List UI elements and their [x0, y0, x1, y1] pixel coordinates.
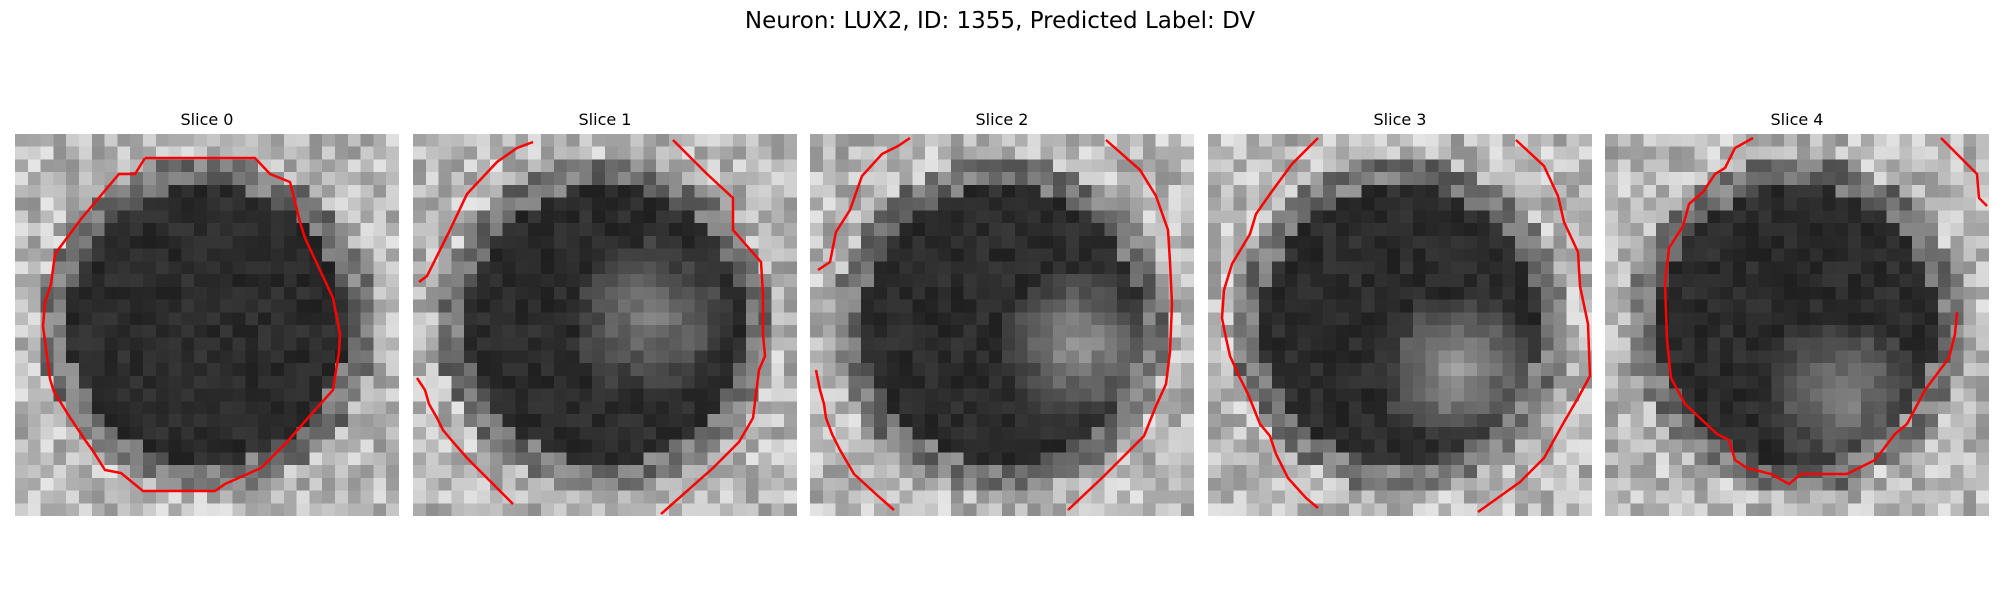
contour-line: [817, 136, 911, 272]
microscopy-image: [1605, 134, 1989, 516]
slice-panel-2: Slice 2: [810, 110, 1194, 516]
slice-panel-0: Slice 0: [15, 110, 399, 516]
contour-line: [1663, 136, 1959, 486]
contour-line: [41, 156, 342, 493]
microscopy-image: [1208, 134, 1592, 516]
slice-panel-3: Slice 3: [1208, 110, 1592, 516]
contour-line: [814, 369, 895, 511]
slice-image: [413, 134, 797, 516]
slice-title: Slice 0: [180, 110, 234, 129]
contour-line: [1477, 139, 1592, 514]
slice-image: [1605, 134, 1989, 516]
microscopy-image: [15, 134, 399, 516]
slice-title: Slice 3: [1373, 110, 1427, 129]
contour-line: [1220, 137, 1319, 509]
slice-image: [810, 134, 1194, 516]
cell-contour: [1220, 137, 1592, 514]
contour-line: [415, 377, 514, 505]
slice-panel-1: Slice 1: [413, 110, 797, 516]
microscopy-image: [810, 134, 1194, 516]
figure-title: Neuron: LUX2, ID: 1355, Predicted Label:…: [744, 8, 1256, 34]
slice-panel-4: Slice 4: [1605, 110, 1989, 516]
contour-line: [1067, 139, 1174, 511]
cell-contour: [415, 139, 767, 515]
cell-contour: [1663, 136, 1988, 486]
slice-image: [1208, 134, 1592, 516]
cell-contour: [814, 136, 1174, 511]
contour-line: [1940, 137, 1988, 207]
slice-image: [15, 134, 399, 516]
cell-contour: [41, 156, 342, 493]
slice-title: Slice 4: [1770, 110, 1824, 129]
contour-line: [418, 140, 534, 283]
slice-title: Slice 2: [975, 110, 1029, 129]
slice-title: Slice 1: [578, 110, 632, 129]
contour-line: [660, 139, 767, 515]
